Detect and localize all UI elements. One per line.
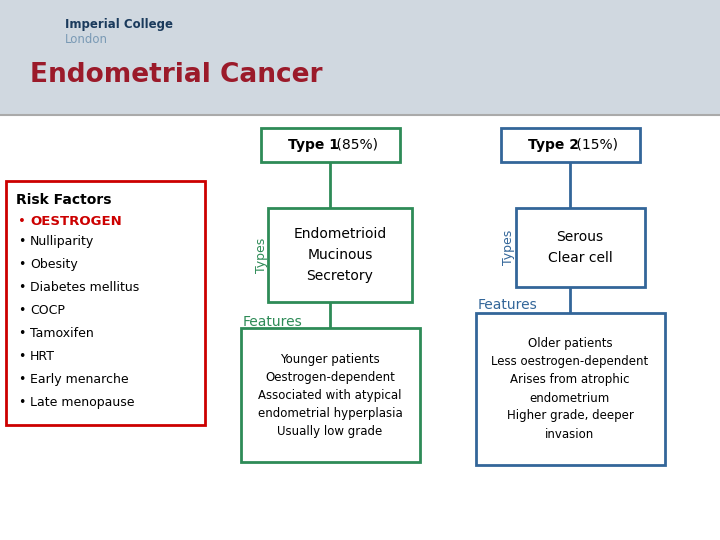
Text: (85%): (85%) bbox=[332, 138, 378, 152]
Text: Type 1: Type 1 bbox=[289, 138, 340, 152]
FancyBboxPatch shape bbox=[268, 208, 412, 302]
Text: •: • bbox=[18, 373, 25, 386]
Text: Nulliparity: Nulliparity bbox=[30, 235, 94, 248]
Text: •: • bbox=[18, 281, 25, 294]
Text: Younger patients
Oestrogen-dependent
Associated with atypical
endometrial hyperp: Younger patients Oestrogen-dependent Ass… bbox=[258, 353, 402, 437]
Text: Early menarche: Early menarche bbox=[30, 373, 129, 386]
FancyBboxPatch shape bbox=[261, 128, 400, 162]
Text: COCP: COCP bbox=[30, 304, 65, 317]
Bar bbox=[0, 0, 720, 115]
Text: •: • bbox=[18, 350, 25, 363]
FancyBboxPatch shape bbox=[475, 313, 665, 465]
Text: Obesity: Obesity bbox=[30, 258, 78, 271]
Text: OESTROGEN: OESTROGEN bbox=[30, 215, 122, 228]
FancyBboxPatch shape bbox=[240, 328, 420, 462]
Text: London: London bbox=[65, 33, 108, 46]
Text: Type 2: Type 2 bbox=[528, 138, 580, 152]
Text: HRT: HRT bbox=[30, 350, 55, 363]
Text: Late menopause: Late menopause bbox=[30, 396, 135, 409]
Text: •: • bbox=[18, 396, 25, 409]
Text: Endometrial Cancer: Endometrial Cancer bbox=[30, 62, 323, 88]
FancyBboxPatch shape bbox=[6, 181, 205, 425]
Text: Serous
Clear cell: Serous Clear cell bbox=[548, 230, 613, 265]
Text: Imperial College: Imperial College bbox=[65, 18, 173, 31]
Text: Risk Factors: Risk Factors bbox=[16, 193, 112, 207]
Text: •: • bbox=[18, 258, 25, 271]
Text: •: • bbox=[18, 235, 25, 248]
Text: Endometrioid
Mucinous
Secretory: Endometrioid Mucinous Secretory bbox=[293, 227, 387, 282]
Text: •: • bbox=[18, 327, 25, 340]
FancyBboxPatch shape bbox=[500, 128, 639, 162]
Text: Diabetes mellitus: Diabetes mellitus bbox=[30, 281, 139, 294]
Text: Tamoxifen: Tamoxifen bbox=[30, 327, 94, 340]
Text: (15%): (15%) bbox=[572, 138, 618, 152]
Text: •: • bbox=[18, 215, 26, 228]
FancyBboxPatch shape bbox=[516, 208, 644, 287]
Text: Types: Types bbox=[254, 238, 268, 273]
Text: Older patients
Less oestrogen-dependent
Arises from atrophic
endometrium
Higher : Older patients Less oestrogen-dependent … bbox=[491, 338, 649, 441]
Text: Features: Features bbox=[243, 315, 302, 329]
Text: •: • bbox=[18, 304, 25, 317]
Text: Features: Features bbox=[477, 298, 537, 312]
Text: Types: Types bbox=[502, 230, 515, 265]
